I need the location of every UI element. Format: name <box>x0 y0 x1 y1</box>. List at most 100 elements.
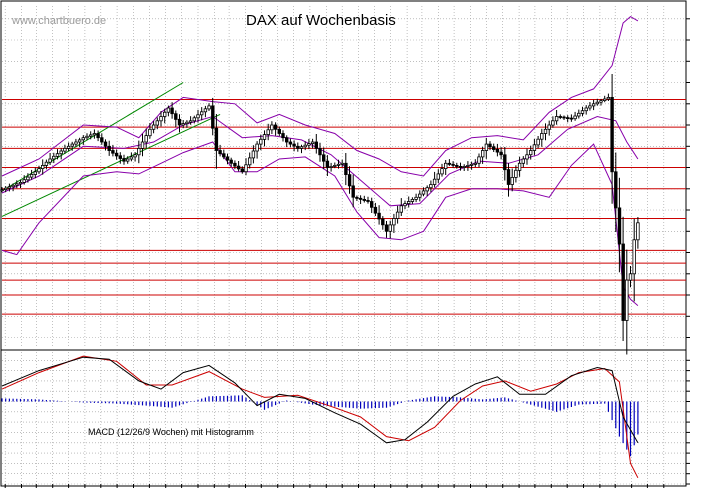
candle <box>599 98 603 106</box>
candle <box>233 160 237 170</box>
candle <box>244 158 248 176</box>
candle-body <box>7 186 12 189</box>
candle-body <box>562 116 566 119</box>
candle <box>284 135 289 148</box>
candle <box>251 145 256 164</box>
candle-body <box>547 124 551 130</box>
candle-body <box>599 100 603 103</box>
candle-body <box>321 154 326 162</box>
candle-body <box>355 196 359 199</box>
candle-body <box>196 114 200 119</box>
candle <box>529 145 533 160</box>
candle-body <box>277 128 281 134</box>
candle <box>373 202 378 216</box>
candle <box>281 130 285 142</box>
candle <box>177 114 182 133</box>
candle-body <box>425 187 429 192</box>
candle <box>181 120 185 129</box>
candle-body <box>384 224 389 232</box>
candle-body <box>451 163 455 166</box>
candle-body <box>362 198 366 201</box>
candle-body <box>336 163 341 166</box>
candle-body <box>577 112 581 117</box>
candle-body <box>395 211 400 219</box>
candle <box>0 187 4 193</box>
candlestick-series <box>0 74 640 355</box>
candle <box>636 217 640 249</box>
candle <box>270 121 274 134</box>
candle <box>199 107 204 121</box>
candle <box>100 133 104 145</box>
candle-body <box>540 133 544 140</box>
candle-body <box>155 120 159 126</box>
candle-body <box>70 143 74 147</box>
candle-body <box>636 222 640 241</box>
candle <box>185 120 189 128</box>
candle-body <box>381 218 385 226</box>
candle-body <box>536 138 540 146</box>
candle-body <box>347 174 352 187</box>
candle-body <box>162 111 167 117</box>
candle-body <box>495 148 500 153</box>
candle-body <box>491 146 496 150</box>
candle-body <box>151 124 156 130</box>
candle-body <box>244 164 248 173</box>
candle-body <box>410 198 415 202</box>
candle <box>347 166 352 194</box>
candle <box>488 141 492 151</box>
candle <box>588 102 592 111</box>
candle-body <box>222 153 226 158</box>
candle-body <box>55 153 60 157</box>
candle-body <box>111 150 115 154</box>
candle <box>469 161 474 170</box>
macd-lines <box>1 355 639 479</box>
candle <box>421 187 426 197</box>
candle <box>307 138 311 150</box>
candle <box>514 165 518 183</box>
candle <box>462 164 466 171</box>
candle-body <box>236 165 241 170</box>
candle-body <box>85 135 89 139</box>
candle-body <box>118 155 122 159</box>
candle <box>15 180 19 189</box>
candle <box>617 177 622 273</box>
candle-body <box>214 127 219 151</box>
candle <box>543 123 548 141</box>
candle-body <box>255 143 259 152</box>
candle <box>133 152 137 162</box>
candle-body <box>543 128 548 134</box>
candle <box>532 138 537 156</box>
candle-body <box>18 181 23 185</box>
candle-body <box>251 150 256 159</box>
candle <box>325 155 330 176</box>
macd-label: MACD (12/26/9 Wochen) mit Histogramm <box>88 427 254 437</box>
candle <box>107 140 111 156</box>
candle <box>473 159 477 168</box>
candle-body <box>48 158 52 163</box>
candle-body <box>159 116 163 122</box>
candle-body <box>310 141 315 145</box>
candle <box>52 152 56 164</box>
macd-axis <box>686 359 690 485</box>
candle <box>85 133 89 141</box>
candle-body <box>259 138 263 145</box>
candle-body <box>192 117 196 122</box>
candle <box>162 108 167 124</box>
candle-body <box>185 121 189 124</box>
candle-body <box>406 201 411 204</box>
candle-body <box>473 162 477 165</box>
candle-body <box>281 133 285 139</box>
candle-body <box>203 108 208 113</box>
candle-body <box>525 154 529 160</box>
candle <box>296 142 300 152</box>
candle <box>414 193 418 203</box>
candle-body <box>218 150 222 155</box>
candle-body <box>617 207 622 245</box>
candle <box>410 197 415 204</box>
candle <box>384 221 389 238</box>
candle <box>344 153 348 186</box>
candle <box>174 110 178 128</box>
candle <box>111 144 115 157</box>
candle <box>103 139 108 151</box>
